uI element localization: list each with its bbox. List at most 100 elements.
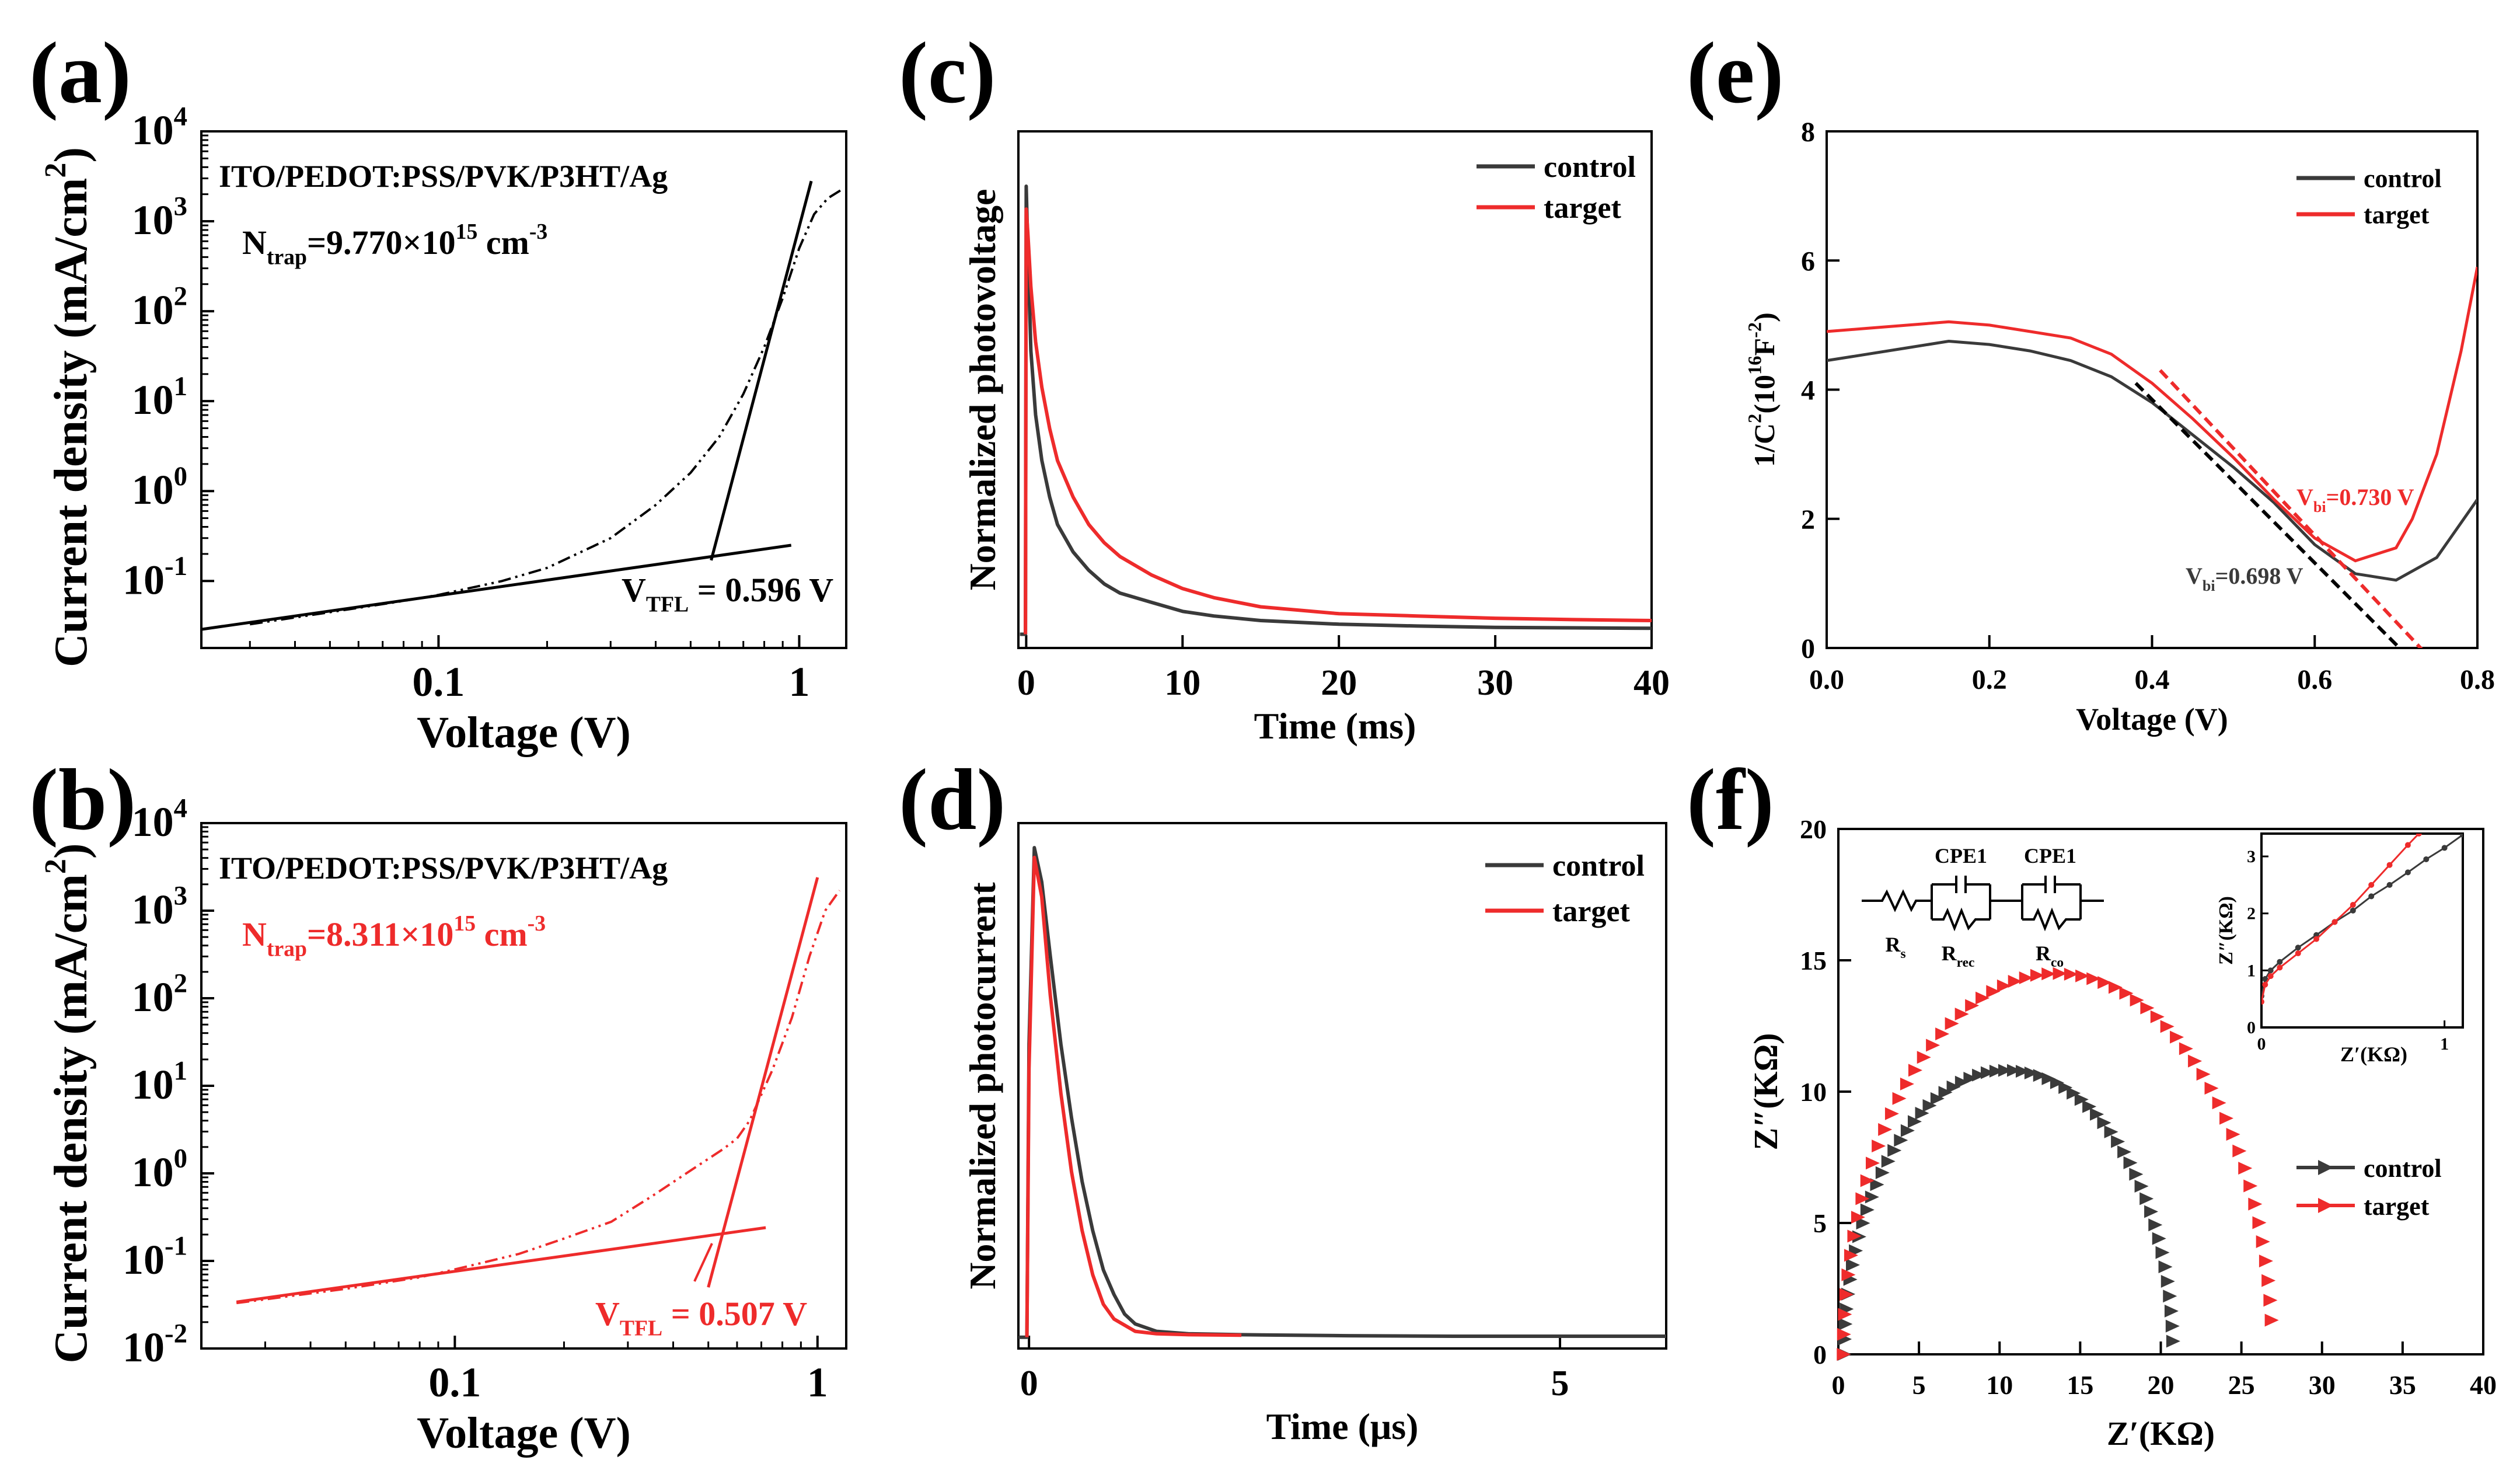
marker-control <box>1887 1144 1902 1157</box>
y-axis-label: Normalized photovoltage <box>962 189 1003 591</box>
marker-control <box>1954 1075 1969 1089</box>
y-tick-label-part: 10 <box>132 974 174 1020</box>
x-tick-label: 0.1 <box>412 658 465 705</box>
y-tick-label: 103 <box>132 881 187 933</box>
y-axis-label-part: 1/C <box>1748 423 1781 467</box>
marker-control <box>1838 1318 1853 1331</box>
y-tick-label: 15 <box>1800 946 1827 975</box>
inset-marker-control <box>2368 893 2375 900</box>
marker-target <box>2008 974 2022 988</box>
y-tick-label-part: 2 <box>174 968 187 999</box>
plot-frame <box>200 130 847 649</box>
inset-marker-target <box>2261 999 2264 1005</box>
rco-label: Rco <box>2036 942 2064 970</box>
inset-marker-target <box>2416 834 2422 837</box>
y-axis-label: 1/C2(1016F-2) <box>1745 312 1781 467</box>
vbi-target-label-part: bi <box>2313 499 2326 515</box>
marker-control <box>2129 1168 2144 1181</box>
marker-target <box>2252 1216 2267 1229</box>
marker-control <box>2166 1334 2180 1348</box>
plot-area <box>201 180 841 631</box>
marker-target <box>2212 1096 2226 1110</box>
series-tfl-fit <box>710 180 813 561</box>
y-tick-label: 4 <box>1801 375 1815 406</box>
x-tick-label: 0.8 <box>2460 664 2495 695</box>
marker-control <box>2158 1260 2173 1274</box>
marker-target <box>2140 1001 2155 1015</box>
y-axis-label-part: 2 <box>1745 414 1766 423</box>
x-tick-label: 5 <box>1912 1370 1926 1400</box>
x-tick-label: 15 <box>2067 1370 2093 1400</box>
legend-label-target: target <box>1544 191 1621 225</box>
marker-target <box>2086 972 2101 985</box>
marker-target <box>1975 991 1990 1005</box>
series-target <box>1827 266 2477 563</box>
marker-control <box>1870 1178 1884 1191</box>
ntrap-label: Ntrap=8.311×1015 cm-3 <box>242 911 546 961</box>
marker-control <box>1938 1086 1953 1099</box>
y-tick-label: 10 <box>1800 1077 1827 1107</box>
marker-target <box>1935 1027 1950 1041</box>
ntrap-label-part: 15 <box>456 219 478 244</box>
marker-target <box>2053 967 2067 980</box>
inset-marker-target <box>2295 950 2301 957</box>
vbi-target-label: Vbi=0.730 V <box>2296 484 2414 515</box>
x-tick-label: 0 <box>1020 1364 1038 1403</box>
marker-control <box>1900 1124 1915 1137</box>
marker-control <box>2104 1125 2118 1138</box>
marker-target <box>1900 1077 1914 1090</box>
y-tick-label-part: -1 <box>165 1231 187 1262</box>
inset-y-tick-label: 1 <box>2247 961 2256 980</box>
vbi-target-label-part: =0.730 V <box>2326 484 2414 510</box>
inset-plot: 0 1 0 1 2 3 Z′(KΩ) Z″(KΩ) <box>2215 832 2464 1066</box>
marker-control <box>2050 1076 2064 1089</box>
marker-target <box>2219 1111 2234 1125</box>
x-axis-label: Z′(KΩ) <box>2107 1414 2215 1452</box>
inset-marker-control <box>2267 967 2274 974</box>
marker-control <box>2163 1290 2177 1303</box>
y-tick-label: 5 <box>1813 1208 1827 1238</box>
resistor-rs <box>1862 889 1932 912</box>
marker-target <box>1908 1064 1922 1077</box>
y-tick-label-part: -1 <box>165 551 187 581</box>
marker-control <box>2152 1232 2166 1245</box>
marker-control <box>2155 1246 2170 1259</box>
device-label: ITO/PEDOT:PSS/PVK/P3HT/Ag <box>219 159 668 194</box>
rrec-label-part: rec <box>1957 955 1975 970</box>
marker-control <box>2090 1107 2104 1121</box>
ntrap-label-part: N <box>242 224 267 262</box>
resistor-rrec <box>1932 907 1990 932</box>
vtfl-label-part: = 0.596 V <box>689 571 833 609</box>
vbi-control-label: Vbi=0.698 V <box>2186 563 2303 594</box>
y-tick-label: 8 <box>1801 117 1815 148</box>
y-tick-label-part: 10 <box>123 1236 165 1283</box>
marker-control <box>2148 1218 2163 1232</box>
y-tick-label: 100 <box>132 1144 187 1196</box>
marker-target <box>1965 999 1980 1012</box>
series-ohmic-fit <box>201 543 792 631</box>
marker-control <box>1972 1068 1987 1082</box>
vbi-control-label-part: =0.698 V <box>2215 563 2303 589</box>
y-tick-label-part: 10 <box>132 799 174 845</box>
marker-target <box>1954 1008 1969 1021</box>
marker-target <box>2248 1197 2263 1211</box>
y-tick-label-part: 0 <box>174 1144 187 1174</box>
marker-target <box>2204 1082 2219 1095</box>
marker-target <box>1892 1092 1907 1105</box>
y-axis-label: Z″(KΩ) <box>1747 1033 1785 1151</box>
y-tick-label-part: 10 <box>132 886 174 933</box>
marker-target <box>1872 1140 1886 1153</box>
marker-target <box>2238 1162 2253 1175</box>
y-tick-label-part: 3 <box>174 191 187 222</box>
panel-c: 0 10 20 30 40 Time (ms) Normalized photovoltag… <box>962 130 1670 747</box>
ntrap-label-part: trap <box>267 245 307 269</box>
y-tick-label-part: 10 <box>132 466 174 513</box>
y-tick-label: 102 <box>132 281 187 333</box>
ntrap-label-part: -3 <box>528 911 546 936</box>
marker-control <box>2111 1135 2125 1148</box>
panel-label-a: (a) <box>29 25 131 121</box>
vtfl-label-part: V <box>595 1295 620 1333</box>
y-axis-label-part: 16 <box>1745 356 1766 375</box>
marker-control <box>2058 1081 2073 1095</box>
marker-control <box>2117 1145 2132 1159</box>
